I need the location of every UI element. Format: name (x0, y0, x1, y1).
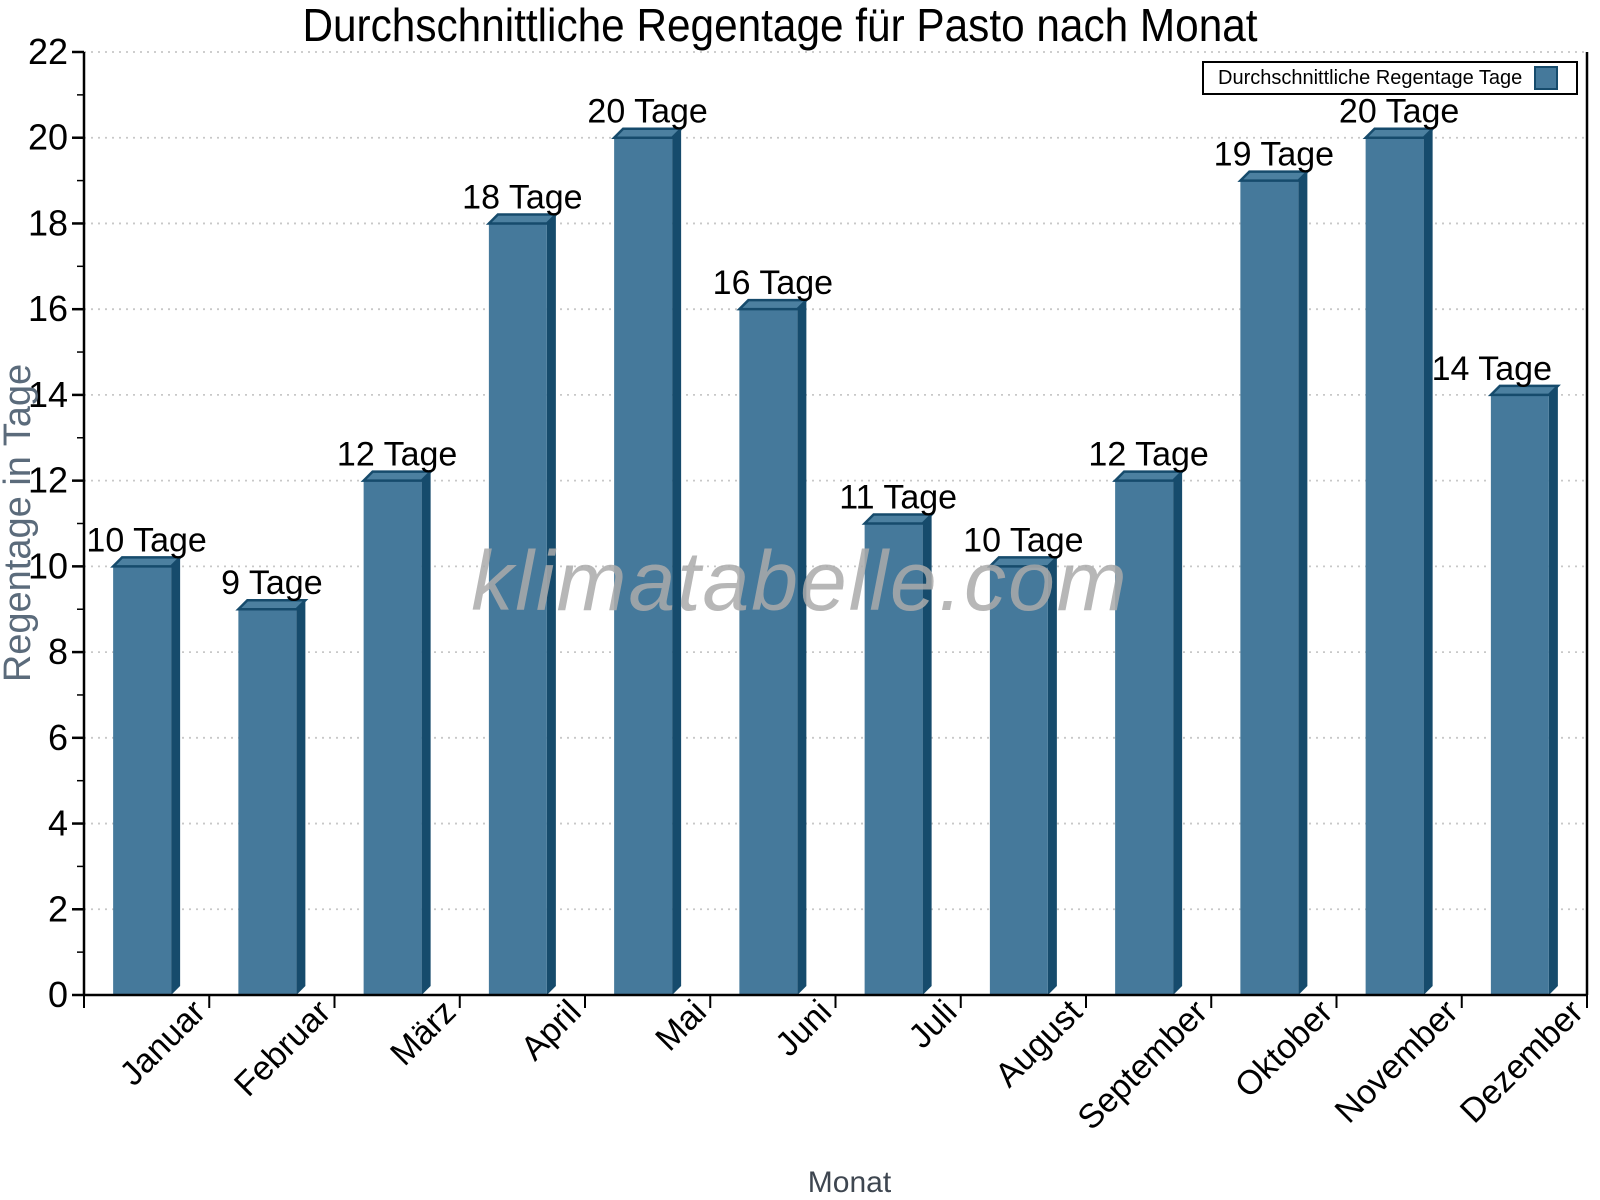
y-gridlines (84, 51, 1587, 911)
bar-april (485, 213, 559, 996)
bar-august (986, 556, 1060, 995)
bar-side-face (1423, 128, 1433, 995)
bar-front-face (614, 137, 673, 995)
bar-dezember (1487, 384, 1561, 996)
y-tick-label-0: 0 (48, 974, 68, 1015)
y-tick-label-14: 14 (28, 374, 68, 415)
y-tick-label-4: 4 (48, 803, 68, 844)
bar-front-face (113, 566, 172, 995)
y-axis-title: Regentage in Tage (0, 364, 39, 682)
bar-front-face (864, 523, 923, 995)
bar-value-label-dezember: 14 Tage (1432, 350, 1552, 388)
x-tick-label-august: August (988, 992, 1090, 1094)
x-tick-label-maerz: März (383, 993, 463, 1073)
y-tick-label-22: 22 (28, 31, 68, 72)
bar-januar (110, 556, 184, 995)
bar-front-face (989, 566, 1048, 995)
legend-swatch-icon (1534, 66, 1559, 90)
x-axis-title: Monat (808, 1166, 892, 1199)
bar-value-label-juli: 11 Tage (839, 479, 957, 517)
y-tick-label-6: 6 (48, 717, 68, 758)
bar-top-face (986, 556, 1060, 568)
bar-juli (861, 513, 935, 995)
axes (82, 52, 1589, 997)
y-tick-label-8: 8 (48, 631, 68, 672)
x-tick-label-februar: Februar (227, 993, 338, 1104)
bar-value-label-februar: 9 Tage (221, 564, 322, 602)
bar-september (1112, 470, 1186, 995)
bar-top-face (1112, 470, 1186, 482)
bar-maerz (360, 470, 434, 995)
legend-label: Durchschnittliche Regentage Tage (1218, 66, 1523, 89)
bar-top-face (1362, 127, 1436, 139)
bar-side-face (546, 214, 556, 996)
axis-titles: Regentage in Tage Monat (0, 364, 892, 1199)
x-tick-label-januar: Januar (113, 993, 213, 1093)
bar-side-face (171, 557, 181, 995)
bar-value-label-oktober: 19 Tage (1214, 136, 1334, 174)
bar-top-face (861, 513, 935, 525)
bar-front-face (488, 223, 547, 996)
y-tick-label-10: 10 (28, 545, 68, 586)
bar-front-face (739, 309, 798, 995)
bar-value-label-juni: 16 Tage (713, 264, 833, 302)
x-tick-label-mai: Mai (648, 993, 714, 1059)
bar-value-label-mai: 20 Tage (587, 93, 707, 131)
bar-side-face (672, 128, 682, 995)
x-axis-ticks: Januar Februar März April Mai Juni Juli AugustS… (83, 992, 1591, 1137)
legend: Durchschnittliche Regentage Tage (1202, 61, 1578, 95)
bar-juni (736, 298, 810, 995)
bars: 10 Tage 9 Tage 12 Tage 18 Tage 20 Tage 16 Tag… (86, 93, 1561, 996)
bar-front-face (1490, 394, 1549, 996)
y-tick-label-18: 18 (28, 202, 68, 243)
bar-top-face (235, 598, 309, 611)
bar-side-face (922, 514, 932, 995)
bar-side-face (1548, 385, 1558, 996)
bar-side-face (421, 471, 431, 995)
y-tick-label-12: 12 (28, 460, 68, 501)
x-tick-label-juli: Juli (901, 993, 964, 1056)
x-tick-label-april: April (514, 993, 589, 1068)
bar-front-face (1365, 137, 1424, 995)
y-axis-ticks: 0 2 4 6 8 10 12 14 16 18 20 22 (28, 31, 84, 1015)
chart-title: Durchschnittliche Regentage für Pasto na… (302, 0, 1258, 51)
bar-front-face (238, 609, 297, 995)
bar-front-face (1240, 180, 1299, 995)
x-tick-label-oktober: Oktober (1228, 993, 1340, 1105)
x-tick-label-september: September (1070, 993, 1214, 1137)
bar-top-face (736, 298, 810, 311)
bar-top-face (611, 127, 685, 139)
x-tick-label-dezember: Dezember (1453, 993, 1591, 1131)
bar-value-label-april: 18 Tage (462, 178, 582, 216)
bar-top-face (110, 556, 184, 568)
bar-side-face (296, 600, 306, 995)
bar-front-face (1115, 480, 1174, 995)
bar-top-face (360, 470, 434, 482)
bar-side-face (1047, 557, 1057, 995)
y-tick-label-16: 16 (28, 288, 68, 329)
bar-value-label-august: 10 Tage (963, 521, 1083, 559)
x-tick-label-november: November (1328, 993, 1466, 1131)
y-tick-label-2: 2 (48, 888, 68, 929)
bar-value-label-maerz: 12 Tage (337, 436, 457, 474)
bar-mai (611, 127, 685, 995)
bar-top-face (1237, 170, 1311, 182)
bar-value-label-januar: 10 Tage (86, 521, 206, 559)
x-tick-label-juni: Juni (768, 993, 839, 1064)
bar-value-label-november: 20 Tage (1339, 93, 1459, 131)
bar-side-face (1298, 171, 1308, 995)
bar-februar (235, 598, 309, 995)
bar-oktober (1237, 170, 1311, 995)
bar-november (1362, 127, 1436, 995)
bar-top-face (1487, 384, 1561, 397)
bar-value-label-september: 12 Tage (1088, 436, 1208, 474)
bar-side-face (797, 300, 807, 995)
bar-top-face (485, 213, 559, 225)
bar-side-face (1173, 471, 1183, 995)
y-tick-label-20: 20 (28, 117, 68, 158)
bar-front-face (363, 480, 422, 995)
